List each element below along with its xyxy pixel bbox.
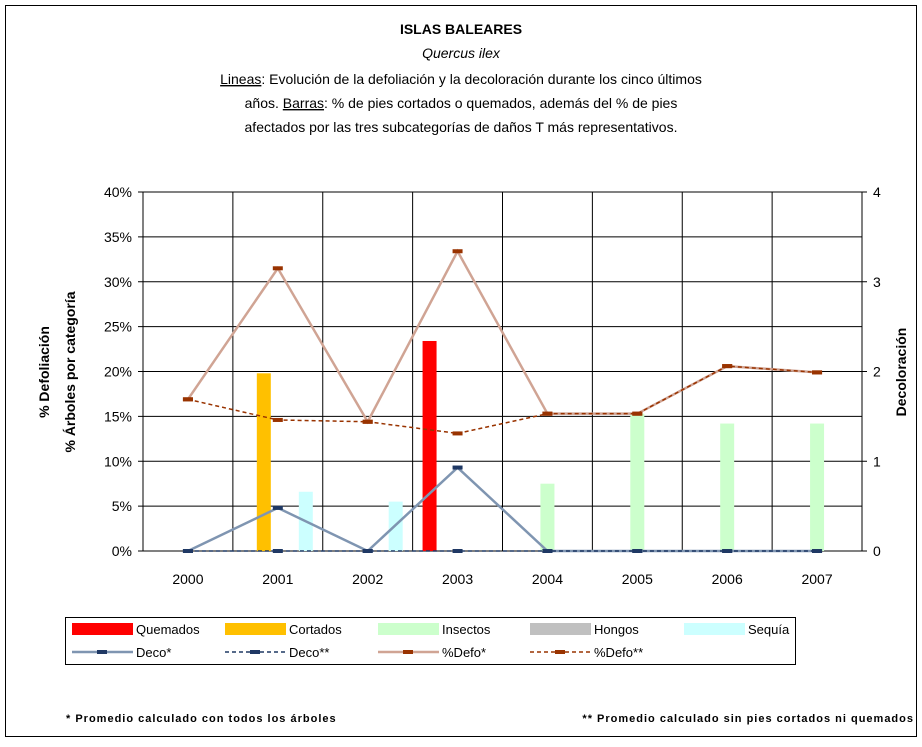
marker (632, 549, 643, 553)
line (187, 465, 818, 553)
chart-title: ISLAS BALEARES (400, 21, 522, 37)
y-tick-label: 5% (112, 498, 132, 514)
legend-label: %Defo* (442, 645, 486, 660)
marker (452, 549, 463, 553)
legend-label: Quemados (136, 622, 200, 637)
y2-axis-label: Decoloración (893, 328, 909, 417)
x-tick-label: 2001 (262, 571, 293, 587)
bar (720, 423, 735, 551)
bar (810, 423, 825, 551)
bar (422, 340, 437, 551)
legend-label: Deco* (136, 645, 171, 660)
x-tick-label: 2003 (442, 571, 473, 587)
y-tick-label: 30% (104, 274, 132, 290)
description-segment: afectados por las tres subcategorías de … (245, 119, 678, 135)
marker (542, 549, 553, 553)
x-tick-label: 2006 (712, 571, 743, 587)
x-tick-label: 2000 (172, 571, 203, 587)
y2-tick-label: 2 (873, 364, 881, 380)
marker (272, 505, 283, 510)
description-segment: Lineas (220, 71, 261, 87)
marker (542, 411, 553, 416)
description-segment: años. (245, 95, 283, 111)
legend-marker (555, 650, 565, 654)
plot-area (142, 191, 863, 552)
legend-label: %Defo** (594, 645, 643, 660)
marker (362, 549, 373, 553)
footnote: ** Promedio calculado sin pies cortados … (582, 713, 914, 725)
marker (362, 419, 373, 424)
chart-description: afectados por las tres subcategorías de … (245, 119, 678, 135)
legend-label: Sequía (748, 622, 790, 637)
marker (452, 431, 463, 436)
y-tick-label: 0% (112, 543, 132, 559)
marker (812, 549, 823, 553)
y-tick-label: 20% (104, 364, 132, 380)
legend-swatch (530, 623, 591, 635)
bar (256, 373, 271, 551)
legend-label: Cortados (289, 622, 342, 637)
legend-swatch (225, 623, 286, 635)
marker (272, 266, 283, 271)
description-segment: : % de pies cortados o quemados, además … (324, 95, 677, 111)
chart-description: años. Barras: % de pies cortados o quema… (245, 95, 678, 111)
legend-label: Hongos (594, 622, 639, 637)
legend-swatch (72, 623, 133, 635)
marker (812, 370, 823, 375)
legend-label: Deco** (289, 645, 329, 660)
marker (722, 364, 733, 369)
x-tick-label: 2005 (622, 571, 653, 587)
y2-tick-label: 1 (873, 453, 881, 469)
y2-tick-label: 3 (873, 274, 881, 290)
marker (452, 465, 463, 470)
marker (722, 549, 733, 553)
description-segment: Barras (283, 95, 324, 111)
x-tick-label: 2007 (801, 571, 832, 587)
chart-subtitle: Quercus ilex (422, 45, 501, 61)
marker (182, 397, 193, 402)
y-tick-label: 35% (104, 229, 132, 245)
y-axis-label: % Árboles por categoría (62, 291, 78, 452)
legend-marker (250, 650, 260, 654)
y2-tick-label: 4 (873, 184, 881, 200)
legend-marker (97, 650, 107, 654)
y-tick-label: 25% (104, 319, 132, 335)
marker (272, 549, 283, 553)
marker (182, 549, 193, 553)
legend-label: Insectos (442, 622, 491, 637)
legend-swatch (378, 623, 439, 635)
y-tick-label: 15% (104, 408, 132, 424)
chart-description: Lineas: Evolución de la defoliación y la… (220, 71, 702, 87)
legend-marker (403, 650, 413, 654)
marker (632, 411, 643, 416)
description-segment: : Evolución de la defoliación y la decol… (261, 71, 701, 87)
marker (272, 417, 283, 422)
x-tick-label: 2004 (532, 571, 563, 587)
bar (540, 483, 555, 551)
y-tick-label: 10% (104, 453, 132, 469)
x-tick-label: 2002 (352, 571, 383, 587)
legend-swatch (684, 623, 745, 635)
bar (630, 413, 645, 551)
y-axis-label: % Defoliación (36, 326, 52, 418)
footnote: * Promedio calculado con todos los árbol… (66, 713, 337, 725)
line (187, 365, 818, 435)
marker (452, 249, 463, 254)
y2-tick-label: 0 (873, 543, 881, 559)
y-tick-label: 40% (104, 184, 132, 200)
